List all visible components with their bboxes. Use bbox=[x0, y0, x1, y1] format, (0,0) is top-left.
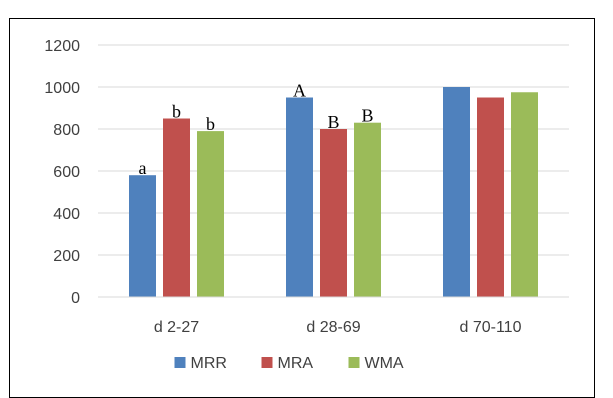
y-tick-label: 600 bbox=[53, 164, 80, 181]
bars bbox=[129, 87, 538, 297]
bar-mrr-0 bbox=[129, 175, 156, 297]
y-tick-label: 800 bbox=[53, 122, 80, 139]
significance-label: A bbox=[293, 81, 306, 101]
significance-labels: a b b A B B bbox=[139, 81, 374, 179]
significance-label: b bbox=[206, 114, 215, 134]
legend-label-mra: MRA bbox=[278, 355, 314, 372]
bar-mrr-2 bbox=[443, 87, 470, 297]
x-tick-label: d 2-27 bbox=[154, 319, 199, 336]
bar-wma-2 bbox=[511, 92, 538, 297]
significance-label: B bbox=[327, 112, 339, 132]
y-tick-label: 0 bbox=[71, 290, 80, 307]
legend-swatch-mrr bbox=[174, 357, 186, 368]
y-tick-label: 200 bbox=[53, 248, 80, 265]
significance-label: b bbox=[172, 102, 181, 122]
bar-mra-0 bbox=[163, 118, 190, 297]
legend: MRR MRA WMA bbox=[174, 355, 404, 372]
significance-label: a bbox=[139, 158, 147, 178]
bar-mra-1 bbox=[320, 129, 347, 297]
y-tick-label: 400 bbox=[53, 206, 80, 223]
legend-label-wma: WMA bbox=[365, 355, 404, 372]
x-tick-label: d 28-69 bbox=[306, 319, 360, 336]
significance-label: B bbox=[361, 106, 373, 126]
x-tick-label: d 70-110 bbox=[460, 319, 522, 336]
legend-swatch-wma bbox=[348, 357, 360, 368]
bar-wma-1 bbox=[354, 122, 381, 297]
legend-label-mrr: MRR bbox=[191, 355, 227, 372]
y-tick-label: 1000 bbox=[44, 80, 80, 97]
bar-mra-2 bbox=[477, 97, 504, 297]
x-axis-ticks: d 2-27 d 28-69 d 70-110 bbox=[154, 319, 522, 336]
legend-swatch-mra bbox=[261, 357, 273, 368]
bar-mrr-1 bbox=[286, 97, 313, 297]
bar-wma-0 bbox=[197, 131, 224, 297]
y-axis-ticks: 0 200 400 600 800 1000 1200 bbox=[44, 38, 80, 307]
y-tick-label: 1200 bbox=[44, 38, 80, 55]
